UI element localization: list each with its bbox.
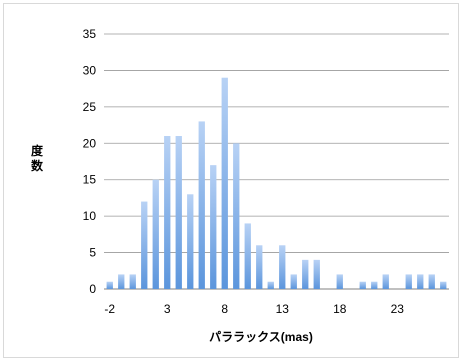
y-tick-label: 10: [83, 209, 97, 223]
bar: [428, 274, 435, 289]
bar: [313, 259, 320, 289]
bar: [152, 179, 159, 289]
bar: [256, 245, 263, 289]
bar: [382, 274, 389, 289]
x-axis-ticks: -2 3 8 13 18 23: [104, 302, 404, 316]
bar: [302, 259, 309, 289]
y-tick-label: 5: [89, 246, 96, 260]
bar: [118, 274, 125, 289]
bar: [210, 165, 217, 289]
bar: [336, 274, 343, 289]
bar: [244, 223, 251, 289]
bar: [175, 136, 182, 289]
x-tick-label: -2: [104, 302, 115, 316]
bar: [290, 274, 297, 289]
bar: [417, 274, 424, 289]
y-tick-label: 25: [83, 100, 97, 114]
bar: [187, 194, 194, 289]
x-tick-label: 3: [164, 302, 171, 316]
bar: [405, 274, 412, 289]
y-tick-label: 30: [83, 63, 97, 77]
y-tick-label: 0: [89, 282, 96, 296]
chart-area: 0 5 10 15 20 25 30 35 -2 3 8 13 18 23 度 数 パララックス(mas…: [3, 3, 459, 358]
bar: [371, 281, 378, 289]
bar: [359, 281, 366, 289]
y-tick-label: 15: [83, 173, 97, 187]
bar: [221, 77, 228, 289]
bar: [141, 201, 148, 289]
gridlines: [104, 33, 449, 290]
x-tick-label: 13: [276, 302, 290, 316]
y-tick-label: 20: [83, 136, 97, 150]
bar: [279, 245, 286, 289]
x-axis-title: パララックス(mas): [209, 330, 313, 344]
bar: [233, 143, 240, 289]
bars: [106, 77, 447, 289]
bar: [267, 281, 274, 289]
bar: [129, 274, 136, 289]
y-axis-title-line2: 数: [31, 158, 44, 173]
bar: [106, 281, 113, 289]
y-axis-ticks: 0 5 10 15 20 25 30 35: [83, 27, 97, 296]
y-axis-title-line1: 度: [31, 143, 44, 158]
x-tick-label: 8: [221, 302, 228, 316]
bar: [440, 281, 447, 289]
histogram-chart: 0 5 10 15 20 25 30 35 -2 3 8 13 18 23 度 数 パララックス(mas…: [31, 27, 449, 344]
x-tick-label: 18: [333, 302, 347, 316]
bar: [164, 136, 171, 289]
bar: [198, 121, 205, 289]
x-tick-label: 23: [391, 302, 405, 316]
y-tick-label: 35: [83, 27, 97, 41]
